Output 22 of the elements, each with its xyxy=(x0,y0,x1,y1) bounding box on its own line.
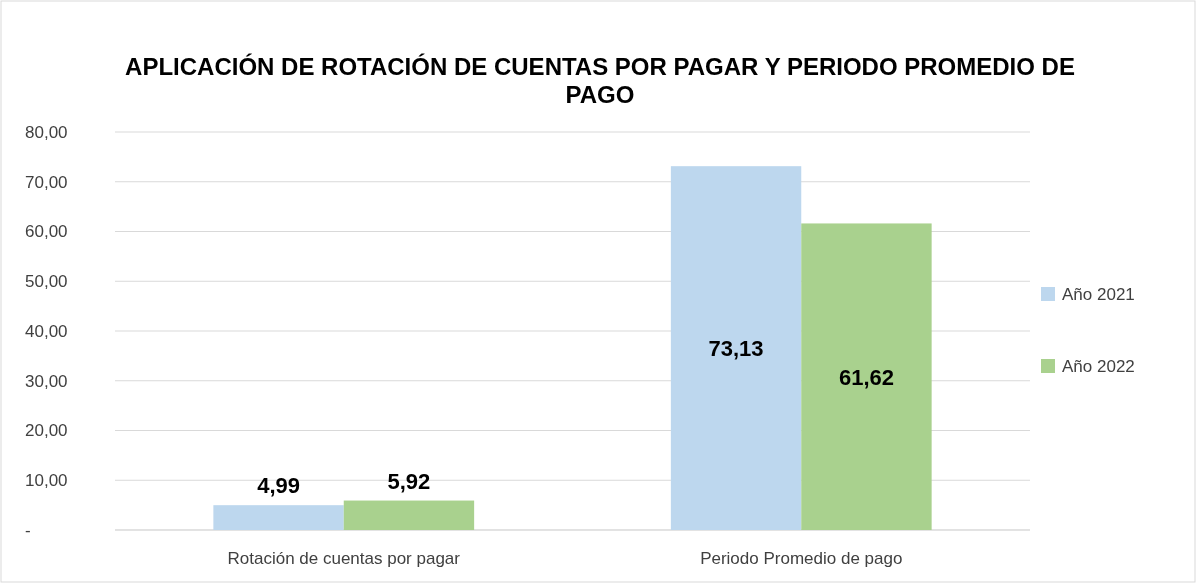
data-label: 4,99 xyxy=(257,473,300,499)
bar xyxy=(670,166,802,530)
y-tick-label: 70,00 xyxy=(25,172,68,192)
x-tick-label: Periodo Promedio de pago xyxy=(700,549,903,569)
chart-title: APLICACIÓN DE ROTACIÓN DE CUENTAS POR PAGAR Y PERIODO PROMEDIO DE PAGO xyxy=(125,53,1075,108)
y-tick-label: - xyxy=(25,520,31,540)
y-tick-label: 60,00 xyxy=(25,222,68,242)
legend-label: Año 2021 xyxy=(1062,285,1135,304)
y-tick-label: 40,00 xyxy=(25,321,68,341)
y-tick-label: 30,00 xyxy=(25,371,68,391)
y-tick-label: 50,00 xyxy=(25,272,68,292)
x-tick-label: Rotación de cuentas por pagar xyxy=(227,549,461,569)
y-tick-label: 20,00 xyxy=(25,421,68,441)
legend-label: Año 2022 xyxy=(1062,357,1135,376)
data-label: 5,92 xyxy=(387,468,431,494)
bar xyxy=(343,500,475,530)
y-tick-label: 10,00 xyxy=(25,471,68,491)
data-label: 73,13 xyxy=(708,336,764,362)
bar xyxy=(801,223,932,530)
bar xyxy=(213,505,344,530)
y-tick-label: 80,00 xyxy=(25,122,68,142)
data-label: 61,62 xyxy=(838,364,894,390)
